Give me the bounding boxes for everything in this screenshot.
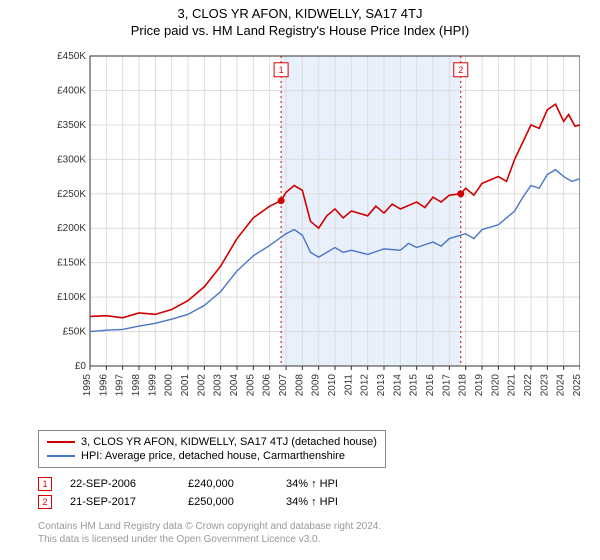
chart: £0 £50K £100K £150K £200K £250K £300K £350K £400… — [50, 50, 580, 410]
svg-text:2003: 2003 — [213, 374, 224, 397]
svg-text:£100K: £100K — [57, 292, 86, 303]
svg-text:2023: 2023 — [539, 374, 550, 397]
svg-text:2001: 2001 — [180, 374, 191, 397]
sale-marker-icon: 1 — [38, 477, 52, 491]
svg-text:£450K: £450K — [57, 51, 86, 62]
svg-text:£150K: £150K — [57, 258, 86, 269]
svg-text:2002: 2002 — [196, 374, 207, 397]
svg-text:2016: 2016 — [425, 374, 436, 397]
svg-text:1995: 1995 — [82, 374, 93, 397]
svg-text:2019: 2019 — [474, 374, 485, 397]
svg-text:£350K: £350K — [57, 120, 86, 131]
legend: 3, CLOS YR AFON, KIDWELLY, SA17 4TJ (det… — [38, 430, 386, 468]
svg-text:2009: 2009 — [311, 374, 322, 397]
legend-label: 3, CLOS YR AFON, KIDWELLY, SA17 4TJ (det… — [81, 436, 377, 448]
legend-swatch — [47, 441, 75, 443]
svg-text:£50K: £50K — [63, 327, 87, 338]
svg-text:2014: 2014 — [392, 374, 403, 397]
svg-text:2007: 2007 — [278, 374, 289, 397]
svg-text:2020: 2020 — [490, 374, 501, 397]
legend-label: HPI: Average price, detached house, Carm… — [81, 450, 345, 462]
legend-row: HPI: Average price, detached house, Carm… — [47, 449, 377, 463]
svg-text:2015: 2015 — [409, 374, 420, 397]
svg-text:2010: 2010 — [327, 374, 338, 397]
svg-text:2004: 2004 — [229, 374, 240, 397]
svg-text:2005: 2005 — [245, 374, 256, 397]
sale-diff: 34% ↑ HPI — [286, 478, 366, 490]
legend-row: 3, CLOS YR AFON, KIDWELLY, SA17 4TJ (det… — [47, 435, 377, 449]
legend-swatch — [47, 455, 75, 457]
svg-text:2011: 2011 — [343, 374, 354, 396]
sale-diff: 34% ↑ HPI — [286, 496, 366, 508]
svg-text:1999: 1999 — [147, 374, 158, 397]
svg-text:2021: 2021 — [507, 374, 518, 397]
sale-row: 1 22-SEP-2006 £240,000 34% ↑ HPI — [38, 475, 366, 493]
sale-marker-icon: 2 — [38, 495, 52, 509]
svg-text:2006: 2006 — [262, 374, 273, 397]
svg-text:2008: 2008 — [294, 374, 305, 397]
footer-line: Contains HM Land Registry data © Crown c… — [38, 520, 381, 533]
sale-row: 2 21-SEP-2017 £250,000 34% ↑ HPI — [38, 493, 366, 511]
svg-text:£250K: £250K — [57, 189, 86, 200]
sale-date: 22-SEP-2006 — [70, 478, 170, 490]
svg-text:2000: 2000 — [164, 374, 175, 397]
sale-date: 21-SEP-2017 — [70, 496, 170, 508]
svg-text:1998: 1998 — [131, 374, 142, 397]
svg-text:2017: 2017 — [441, 374, 452, 397]
svg-text:1: 1 — [279, 65, 284, 75]
svg-text:2025: 2025 — [572, 374, 580, 397]
svg-text:2024: 2024 — [556, 374, 567, 397]
sale-price: £250,000 — [188, 496, 268, 508]
svg-text:2012: 2012 — [360, 374, 371, 397]
svg-text:£200K: £200K — [57, 223, 86, 234]
footer-line: This data is licensed under the Open Gov… — [38, 533, 381, 546]
svg-text:2022: 2022 — [523, 374, 534, 397]
footer-attribution: Contains HM Land Registry data © Crown c… — [38, 520, 381, 546]
sale-price: £240,000 — [188, 478, 268, 490]
sale-events: 1 22-SEP-2006 £240,000 34% ↑ HPI 2 21-SE… — [38, 475, 366, 511]
svg-text:1997: 1997 — [115, 374, 126, 397]
svg-text:£300K: £300K — [57, 154, 86, 165]
svg-text:2018: 2018 — [458, 374, 469, 397]
svg-text:£0: £0 — [75, 361, 87, 372]
chart-title-subtitle: Price paid vs. HM Land Registry's House … — [0, 21, 600, 38]
svg-text:2: 2 — [458, 65, 463, 75]
svg-text:1996: 1996 — [98, 374, 109, 397]
svg-text:£400K: £400K — [57, 85, 86, 96]
chart-title-address: 3, CLOS YR AFON, KIDWELLY, SA17 4TJ — [0, 0, 600, 21]
svg-text:2013: 2013 — [376, 374, 387, 397]
